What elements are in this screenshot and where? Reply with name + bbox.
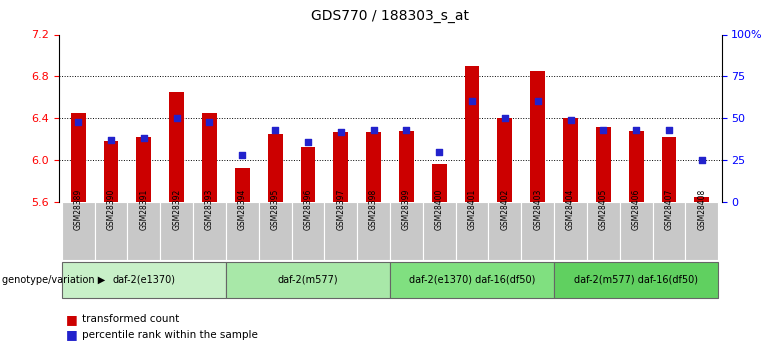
Point — [696, 157, 708, 163]
Point — [204, 119, 216, 124]
Text: ■: ■ — [66, 328, 82, 341]
Bar — [292, 202, 324, 260]
Text: GSM28407: GSM28407 — [665, 189, 673, 230]
Text: GSM28391: GSM28391 — [140, 189, 148, 230]
Bar — [357, 202, 390, 260]
Bar — [456, 202, 488, 260]
Bar — [160, 202, 193, 260]
Bar — [226, 263, 390, 298]
Bar — [554, 263, 718, 298]
Bar — [653, 202, 686, 260]
Bar — [629, 131, 644, 202]
Bar — [521, 202, 554, 260]
Point — [498, 115, 511, 121]
Bar — [94, 202, 127, 260]
Text: transformed count: transformed count — [82, 314, 179, 324]
Bar — [259, 202, 292, 260]
Bar — [465, 66, 480, 202]
Text: GSM28405: GSM28405 — [599, 189, 608, 230]
Point — [105, 137, 117, 143]
Bar — [268, 134, 282, 202]
Bar — [596, 127, 611, 202]
Point — [433, 149, 445, 155]
Point — [137, 136, 150, 141]
Bar — [432, 164, 447, 202]
Text: ■: ■ — [66, 313, 82, 326]
Bar — [324, 202, 357, 260]
Point — [72, 119, 84, 124]
Text: GSM28401: GSM28401 — [467, 189, 477, 230]
Bar — [202, 113, 217, 202]
Bar — [333, 132, 348, 202]
Point — [335, 129, 347, 134]
Text: GSM28408: GSM28408 — [697, 189, 707, 230]
Text: GSM28390: GSM28390 — [107, 189, 115, 230]
Bar — [136, 137, 151, 202]
Point — [597, 127, 610, 132]
Text: GSM28406: GSM28406 — [632, 189, 640, 230]
Text: genotype/variation ▶: genotype/variation ▶ — [2, 275, 105, 285]
Text: GSM28402: GSM28402 — [501, 189, 509, 230]
Text: GSM28394: GSM28394 — [238, 189, 246, 230]
Point — [630, 127, 643, 132]
Bar — [661, 137, 676, 202]
Text: GDS770 / 188303_s_at: GDS770 / 188303_s_at — [311, 9, 469, 23]
Text: GSM28393: GSM28393 — [205, 189, 214, 230]
Bar — [62, 202, 94, 260]
Text: GSM28403: GSM28403 — [534, 189, 542, 230]
Bar — [104, 141, 119, 202]
Bar — [390, 263, 554, 298]
Text: percentile rank within the sample: percentile rank within the sample — [82, 330, 257, 339]
Point — [269, 127, 282, 132]
Bar — [563, 118, 578, 202]
Text: GSM28392: GSM28392 — [172, 189, 181, 230]
Text: daf-2(e1370) daf-16(df50): daf-2(e1370) daf-16(df50) — [409, 275, 535, 285]
Bar — [587, 202, 620, 260]
Bar — [193, 202, 226, 260]
Text: GSM28404: GSM28404 — [566, 189, 575, 230]
Bar — [498, 118, 512, 202]
Text: daf-2(m577) daf-16(df50): daf-2(m577) daf-16(df50) — [574, 275, 698, 285]
Bar — [235, 168, 250, 202]
Text: GSM28398: GSM28398 — [369, 189, 378, 230]
Bar — [620, 202, 653, 260]
Bar — [169, 92, 184, 202]
Point — [466, 99, 478, 104]
Bar — [62, 263, 226, 298]
Text: GSM28399: GSM28399 — [402, 189, 411, 230]
Bar — [71, 113, 86, 202]
Bar — [423, 202, 456, 260]
Bar — [226, 202, 259, 260]
Bar — [686, 202, 718, 260]
Point — [564, 117, 576, 122]
Point — [400, 127, 413, 132]
Bar — [300, 147, 315, 202]
Point — [663, 127, 675, 132]
Bar — [127, 202, 160, 260]
Text: GSM28389: GSM28389 — [73, 189, 83, 230]
Point — [236, 152, 249, 158]
Bar — [530, 71, 545, 202]
Text: GSM28397: GSM28397 — [336, 189, 346, 230]
Point — [170, 115, 183, 121]
Bar — [694, 197, 709, 202]
Text: GSM28400: GSM28400 — [434, 189, 444, 230]
Bar — [488, 202, 521, 260]
Point — [302, 139, 314, 144]
Text: GSM28396: GSM28396 — [303, 189, 313, 230]
Point — [531, 99, 544, 104]
Text: GSM28395: GSM28395 — [271, 189, 279, 230]
Bar — [399, 131, 414, 202]
Text: daf-2(m577): daf-2(m577) — [278, 275, 339, 285]
Bar — [554, 202, 587, 260]
Point — [367, 127, 380, 132]
Bar — [366, 132, 381, 202]
Text: daf-2(e1370): daf-2(e1370) — [112, 275, 176, 285]
Bar — [390, 202, 423, 260]
